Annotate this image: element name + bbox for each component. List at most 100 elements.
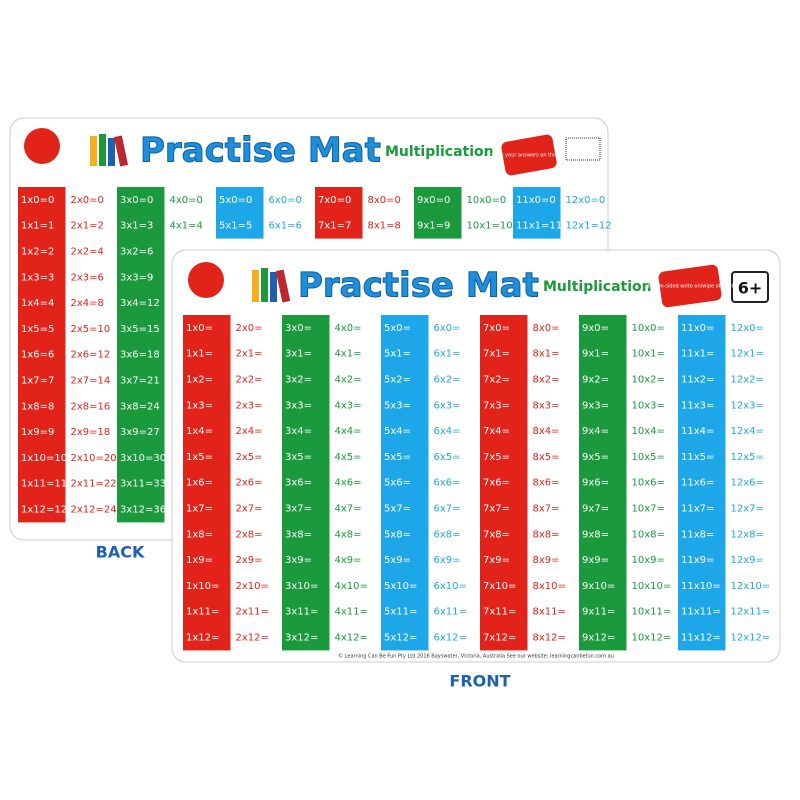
equation: 10x1=10 (467, 221, 513, 232)
equation: 2x4= (236, 426, 263, 437)
equation: 2x7=14 (71, 376, 111, 387)
title: Practise Mat (298, 266, 539, 306)
equation: 1x3=3 (21, 272, 54, 283)
column-band (381, 315, 429, 651)
equation: 1x6=6 (21, 350, 54, 361)
equation: 2x11= (236, 607, 269, 618)
equation: 1x6= (186, 478, 213, 489)
equation: 2x10=20 (71, 453, 117, 464)
equation: 3x12= (285, 633, 318, 644)
equation: 6x12= (434, 633, 467, 644)
equation: 4x4= (335, 426, 362, 437)
book-icon (113, 135, 129, 167)
equation: 9x6= (582, 478, 609, 489)
equation: 1x12= (186, 633, 219, 644)
column-band (678, 315, 726, 651)
equation: 6x8= (434, 529, 461, 540)
equation: 11x10= (681, 581, 721, 592)
equation: 7x0= (483, 323, 510, 334)
equation: 1x8=8 (21, 401, 54, 412)
equation: 11x3= (681, 400, 714, 411)
equation: 7x4= (483, 426, 510, 437)
equation: 9x10= (582, 581, 615, 592)
equation: 7x3= (483, 400, 510, 411)
equation: 1x0= (186, 323, 213, 334)
equation: 9x9= (582, 555, 609, 566)
equation: 4x6= (335, 478, 362, 489)
equation: 2x8=16 (71, 401, 111, 412)
equation: 2x6= (236, 478, 263, 489)
equation: 11x8= (681, 529, 714, 540)
equation: 7x5= (483, 452, 510, 463)
barcode (565, 137, 601, 161)
equation: 10x0=0 (467, 195, 507, 206)
book-icon (261, 268, 268, 302)
equation: 2x8= (236, 529, 263, 540)
equation: 5x0= (384, 323, 411, 334)
equation: 3x11= (285, 607, 318, 618)
age-badge (731, 271, 769, 303)
equation: 8x8= (533, 529, 560, 540)
equation: 5x2= (384, 375, 411, 386)
equation: 3x11=33 (120, 479, 166, 490)
equation: 2x12= (236, 633, 269, 644)
equation: 4x12= (335, 633, 368, 644)
equation: 2x12=24 (71, 505, 117, 516)
equation: 1x4=4 (21, 298, 54, 309)
equation: 11x5= (681, 452, 714, 463)
equation: 1x5=5 (21, 324, 54, 335)
equation: 8x5= (533, 452, 560, 463)
equation: 1x5= (186, 452, 213, 463)
equation: 12x8= (731, 529, 764, 540)
book-icon (252, 270, 259, 302)
equation: 6x9= (434, 555, 461, 566)
equation: 12x6= (731, 478, 764, 489)
equation: 6x0= (434, 323, 461, 334)
equation: 7x0=0 (318, 195, 351, 206)
equation: 10x6= (632, 478, 665, 489)
equation: 11x2= (681, 375, 714, 386)
equation: 8x0= (533, 323, 560, 334)
equation: 10x10= (632, 581, 672, 592)
equation: 9x1=9 (417, 221, 450, 232)
equation: 10x11= (632, 607, 672, 618)
equation: 10x7= (632, 504, 665, 515)
equation: 3x2= (285, 375, 312, 386)
equation: 3x9= (285, 555, 312, 566)
front-header (188, 262, 769, 308)
equation: 10x5= (632, 452, 665, 463)
equation: 6x7= (434, 504, 461, 515)
equation: 3x4=12 (120, 298, 160, 309)
equation: 12x9= (731, 555, 764, 566)
equation: 2x2=4 (71, 247, 104, 258)
equation: 10x1= (632, 349, 665, 360)
equation: 2x0=0 (71, 195, 104, 206)
equation: 5x7= (384, 504, 411, 515)
book-icon (270, 272, 277, 302)
equation: 8x6= (533, 478, 560, 489)
equation: 3x7=21 (120, 376, 160, 387)
equation: 1x0=0 (21, 195, 54, 206)
equation: 3x5= (285, 452, 312, 463)
equation: 9x5= (582, 452, 609, 463)
equation: 2x0= (236, 323, 263, 334)
back-label: BACK (96, 543, 145, 562)
equation: 2x10= (236, 581, 269, 592)
equation: 6x2= (434, 375, 461, 386)
equation: 7x1=7 (318, 221, 351, 232)
equation: 1x9= (186, 555, 213, 566)
equation: 7x6= (483, 478, 510, 489)
equation: 5x0=0 (219, 195, 252, 206)
equation: 11x6= (681, 478, 714, 489)
equation: 8x12= (533, 633, 566, 644)
equation: 11x1= (681, 349, 714, 360)
equation: 2x5=10 (71, 324, 111, 335)
column-band (513, 187, 561, 239)
book-icon (90, 136, 97, 166)
equation: 3x6= (285, 478, 312, 489)
equation: 8x2= (533, 375, 560, 386)
equation: 4x11= (335, 607, 368, 618)
equation: 8x1= (533, 349, 560, 360)
equation: 9x0= (582, 323, 609, 334)
equation: 2x2= (236, 375, 263, 386)
